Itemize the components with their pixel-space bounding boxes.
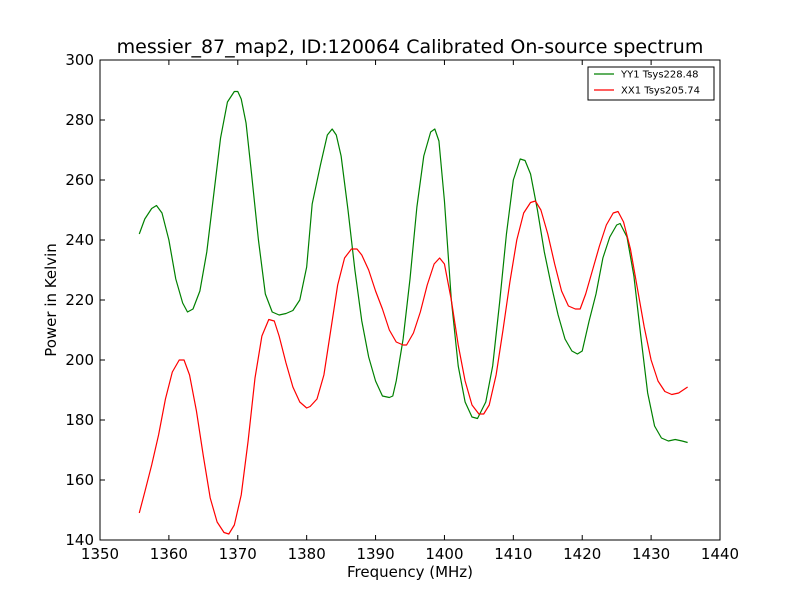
x-tick-label-1: 1360: [150, 545, 188, 563]
series-line-1: [138, 200, 688, 535]
legend: YY1 Tsys228.48 XX1 Tsys205.74: [587, 66, 715, 101]
y-tick-label-8: 300: [65, 51, 94, 69]
plot-frame: [99, 59, 721, 541]
y-tick-label-2: 180: [65, 411, 94, 429]
x-tick-label-6: 1410: [494, 545, 532, 563]
x-tick-label-8: 1430: [632, 545, 670, 563]
y-tick-label-1: 160: [65, 471, 94, 489]
plot-area: [138, 90, 688, 535]
x-tick-label-0: 1350: [81, 545, 119, 563]
y-tick-label-0: 140: [65, 531, 94, 549]
legend-label-yy1: YY1 Tsys228.48: [620, 70, 699, 81]
x-tick-label-4: 1390: [356, 545, 394, 563]
x-tick-label-5: 1400: [425, 545, 463, 563]
x-tick-label-7: 1420: [563, 545, 601, 563]
y-axis: 140 160 180 200 220 240 260 280 300: [65, 51, 720, 549]
y-tick-label-4: 220: [65, 291, 94, 309]
y-tick-label-5: 240: [65, 231, 94, 249]
y-tick-label-7: 280: [65, 111, 94, 129]
legend-label-xx1: XX1 Tsys205.74: [621, 86, 700, 97]
x-tick-label-2: 1370: [219, 545, 257, 563]
chart-title: messier_87_map2, ID:120064 Calibrated On…: [117, 36, 704, 58]
series-line-0: [138, 90, 688, 444]
legend-box: [587, 66, 715, 101]
y-axis-label: Power in Kelvin: [42, 243, 60, 357]
x-axis-label: Frequency (MHz): [347, 563, 473, 581]
x-tick-label-3: 1380: [288, 545, 326, 563]
x-axis: 1350 1360 1370 1380 1390 1400 1410 1420 1430 1440: [81, 60, 739, 563]
y-tick-label-3: 200: [65, 351, 94, 369]
y-tick-label-6: 260: [65, 171, 94, 189]
x-tick-label-9: 1440: [701, 545, 739, 563]
